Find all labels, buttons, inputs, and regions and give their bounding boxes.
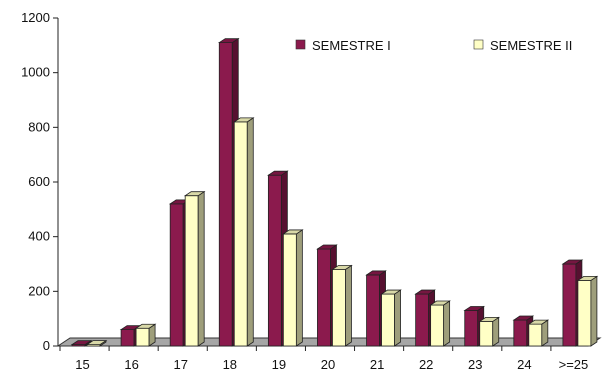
legend-label-semestre-i: SEMESTRE I: [312, 38, 391, 53]
y-tick-label: 1200: [21, 10, 50, 25]
bar-top: [429, 300, 451, 306]
bar-top: [282, 229, 304, 235]
bar-front: [233, 121, 248, 347]
x-tick-label: 20: [321, 357, 335, 372]
bar-top: [527, 319, 550, 325]
bar-side: [590, 275, 598, 347]
bar-top: [561, 259, 584, 265]
bar-front: [218, 42, 233, 347]
x-tick-label: 24: [517, 357, 531, 372]
bar-front: [169, 203, 184, 347]
bar-front: [562, 263, 577, 347]
bar-side: [345, 264, 352, 347]
bar-top: [183, 191, 206, 197]
y-tick-label: 400: [28, 229, 50, 244]
bar-top: [380, 289, 402, 295]
y-tick-label: 1000: [21, 65, 50, 80]
bars-group: [70, 37, 599, 347]
bar-side: [492, 316, 500, 347]
bar-top: [232, 117, 255, 123]
bar-side: [246, 117, 254, 347]
x-tick-label: 22: [419, 357, 433, 372]
bar-front: [332, 269, 346, 347]
x-tick-label: 16: [124, 357, 138, 372]
y-tick-label: 800: [28, 119, 50, 134]
bar-front: [267, 174, 282, 347]
bar-front: [464, 310, 479, 347]
bar-top: [478, 316, 501, 322]
bar-semestre-ii-7: [429, 300, 451, 347]
legend-swatch-semestre-i: [295, 39, 306, 50]
bar-top: [512, 315, 535, 321]
bar-semestre-ii-3: [232, 117, 255, 347]
x-tick-label: 15: [75, 357, 89, 372]
bar-semestre-ii-2: [183, 190, 206, 347]
bar-front: [415, 293, 430, 347]
bar-side: [394, 289, 401, 347]
bar-top: [365, 270, 387, 276]
bar-top: [576, 275, 599, 281]
bar-top: [316, 244, 338, 250]
bar-side: [295, 229, 303, 347]
bar-top: [414, 289, 436, 295]
legend: SEMESTRE I SEMESTRE II: [295, 38, 572, 53]
x-tick-label: 17: [173, 357, 187, 372]
bar-semestre-ii-9: [527, 319, 550, 347]
bar-front: [317, 248, 331, 347]
y-tick-label: 200: [28, 283, 50, 298]
x-tick-label: 18: [223, 357, 237, 372]
bar-front: [430, 304, 445, 347]
bar-semestre-ii-10: [576, 275, 599, 347]
bar-top: [331, 265, 353, 270]
bar-semestre-ii-0: [85, 339, 108, 347]
x-tick-label: 21: [370, 357, 384, 372]
bar-front: [528, 323, 543, 347]
bar-side: [197, 190, 205, 347]
bar-front: [135, 327, 150, 347]
bar-top: [463, 306, 486, 311]
legend-label-semestre-ii: SEMESTRE II: [490, 38, 572, 53]
bar-front: [120, 329, 135, 347]
legend-swatch-semestre-ii: [473, 39, 484, 50]
x-tick-label: 23: [468, 357, 482, 372]
y-tick-label: 600: [28, 174, 50, 189]
y-axis: 0 200 400 600 800 1000 1200: [21, 10, 59, 353]
bar-front: [366, 274, 380, 347]
y-tick-label: 0: [43, 338, 50, 353]
bar-top: [70, 340, 93, 346]
bar-top: [217, 38, 240, 43]
bar-front: [282, 233, 297, 347]
bar-semestre-ii-8: [478, 316, 501, 347]
bar-front: [479, 320, 494, 347]
bar-semestre-ii-6: [380, 289, 402, 347]
bar-top: [134, 323, 157, 329]
bar-semestre-ii-4: [282, 229, 304, 347]
bar-top: [267, 170, 289, 176]
bar-side: [443, 300, 451, 347]
bar-front: [513, 319, 528, 347]
bar-front: [184, 195, 199, 347]
bar-semestre-ii-1: [134, 323, 157, 347]
bar-front: [381, 293, 395, 347]
x-tick-label: 19: [272, 357, 286, 372]
bar-semestre-ii-5: [331, 264, 353, 347]
x-tick-label: >=25: [559, 357, 589, 372]
bar-top: [85, 340, 108, 346]
x-axis: 15 16 17 18 19 20 21 22 23 24 >=25: [59, 346, 589, 372]
bar-front: [577, 279, 592, 347]
